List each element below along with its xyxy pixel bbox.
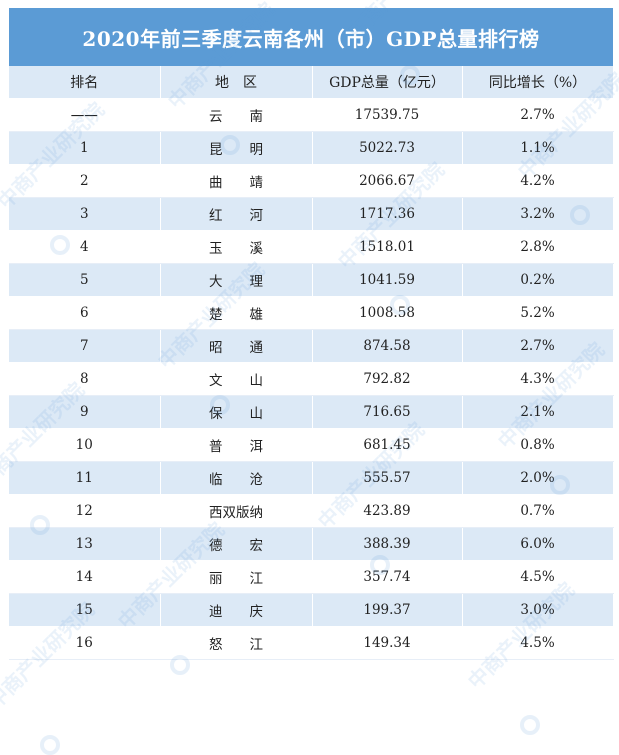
gdp-cell: 199.37	[312, 593, 463, 627]
region-cell: 普 洱	[160, 428, 313, 462]
rank-cell: 13	[9, 527, 161, 561]
growth-cell: 5.2%	[462, 296, 614, 330]
region-cell: 楚 雄	[160, 296, 313, 330]
table-row: 14 丽 江 357.74 4.5%	[9, 560, 614, 594]
growth-cell: 3.0%	[462, 593, 614, 627]
region-cell: 丽 江	[160, 560, 313, 594]
rank-cell: 8	[9, 362, 161, 396]
table-row: 16 怒 江 149.34 4.5%	[9, 626, 614, 660]
column-header-rank: 排名	[9, 66, 161, 99]
region-cell: 西双版纳	[160, 494, 313, 528]
gdp-cell: 149.34	[312, 626, 463, 660]
region-cell: 临 沧	[160, 461, 313, 495]
gdp-cell: 792.82	[312, 362, 463, 396]
table-row: 12 西双版纳 423.89 0.7%	[9, 494, 614, 528]
region-cell: 怒 江	[160, 626, 313, 660]
gdp-cell: 1518.01	[312, 230, 463, 264]
growth-cell: 1.1%	[462, 131, 614, 165]
gdp-cell: 357.74	[312, 560, 463, 594]
table-row: 11 临 沧 555.57 2.0%	[9, 461, 614, 495]
rank-cell: 10	[9, 428, 161, 462]
region-cell: 大 理	[160, 263, 313, 297]
region-cell: 昆 明	[160, 131, 313, 165]
rank-cell: 一一	[9, 98, 161, 132]
rank-cell: 12	[9, 494, 161, 528]
growth-cell: 2.7%	[462, 329, 614, 363]
rank-cell: 9	[9, 395, 161, 429]
region-cell: 迪 庆	[160, 593, 313, 627]
rank-cell: 5	[9, 263, 161, 297]
growth-cell: 2.7%	[462, 98, 614, 132]
growth-cell: 0.8%	[462, 428, 614, 462]
gdp-cell: 1717.36	[312, 197, 463, 231]
rank-cell: 4	[9, 230, 161, 264]
gdp-cell: 17539.75	[312, 98, 463, 132]
rank-cell: 14	[9, 560, 161, 594]
growth-cell: 4.5%	[462, 560, 614, 594]
gdp-cell: 388.39	[312, 527, 463, 561]
rank-cell: 7	[9, 329, 161, 363]
gdp-cell: 874.58	[312, 329, 463, 363]
header-row: 排名 地 区 GDP总量（亿元） 同比增长（%）	[9, 66, 614, 99]
gdp-cell: 555.57	[312, 461, 463, 495]
region-cell: 文 山	[160, 362, 313, 396]
watermark-logo-icon	[520, 715, 540, 735]
region-cell: 德 宏	[160, 527, 313, 561]
gdp-cell: 423.89	[312, 494, 463, 528]
gdp-cell: 716.65	[312, 395, 463, 429]
watermark-logo-icon	[40, 735, 60, 755]
column-header-growth: 同比增长（%）	[462, 66, 614, 99]
table-row: 一一云 南 17539.75 2.7%	[9, 98, 614, 132]
growth-cell: 3.2%	[462, 197, 614, 231]
rank-cell: 11	[9, 461, 161, 495]
gdp-cell: 2066.67	[312, 164, 463, 198]
rank-cell: 2	[9, 164, 161, 198]
table-row: 15 迪 庆 199.37 3.0%	[9, 593, 614, 627]
table-title: 2020年前三季度云南各州（市）GDP总量排行榜	[9, 8, 613, 66]
gdp-cell: 1008.58	[312, 296, 463, 330]
rank-cell: 15	[9, 593, 161, 627]
rank-cell: 16	[9, 626, 161, 660]
table-row: 10 普 洱 681.45 0.8%	[9, 428, 614, 462]
growth-cell: 6.0%	[462, 527, 614, 561]
column-header-region: 地 区	[160, 66, 313, 99]
gdp-cell: 5022.73	[312, 131, 463, 165]
rank-cell: 6	[9, 296, 161, 330]
rank-cell: 3	[9, 197, 161, 231]
region-cell: 昭 通	[160, 329, 313, 363]
gdp-cell: 681.45	[312, 428, 463, 462]
region-cell: 云 南	[160, 98, 313, 132]
growth-cell: 0.2%	[462, 263, 614, 297]
gdp-ranking-table: 排名 地 区 GDP总量（亿元） 同比增长（%） 一一云 南 17539.75 2.…	[9, 66, 614, 660]
growth-cell: 2.8%	[462, 230, 614, 264]
growth-cell: 4.3%	[462, 362, 614, 396]
region-cell: 曲 靖	[160, 164, 313, 198]
region-cell: 保 山	[160, 395, 313, 429]
growth-cell: 0.7%	[462, 494, 614, 528]
region-cell: 红 河	[160, 197, 313, 231]
growth-cell: 2.0%	[462, 461, 614, 495]
growth-cell: 2.1%	[462, 395, 614, 429]
growth-cell: 4.5%	[462, 626, 614, 660]
column-header-gdp: GDP总量（亿元）	[312, 66, 463, 99]
growth-cell: 4.2%	[462, 164, 614, 198]
rank-cell: 1	[9, 131, 161, 165]
region-cell: 玉 溪	[160, 230, 313, 264]
gdp-cell: 1041.59	[312, 263, 463, 297]
table-row: 13 德 宏 388.39 6.0%	[9, 527, 614, 561]
